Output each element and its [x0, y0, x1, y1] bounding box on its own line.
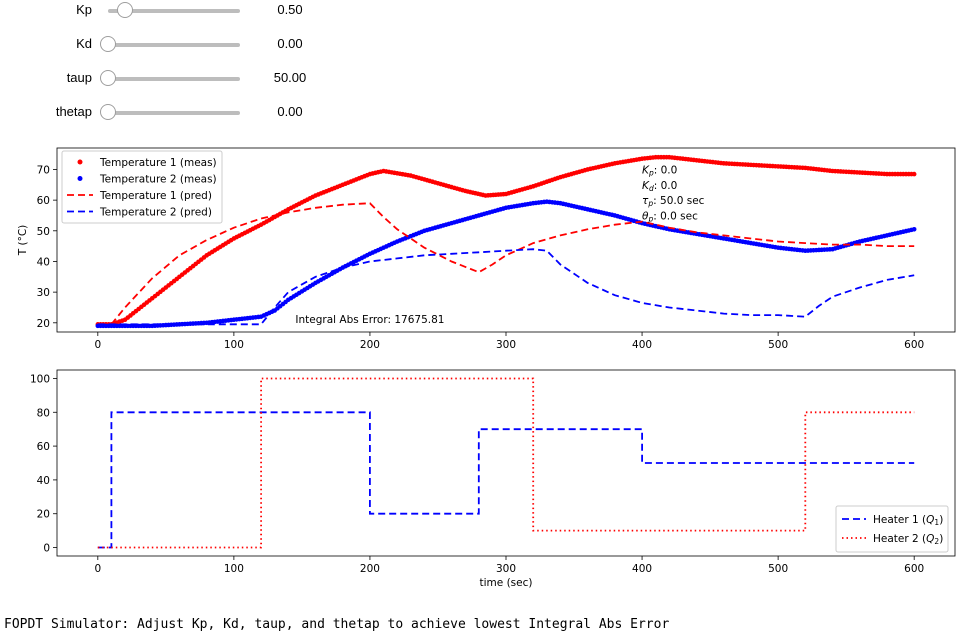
y-tick-label: 80 — [37, 407, 50, 419]
x-tick-label: 600 — [904, 339, 924, 351]
y-axis-label: T (°C) — [17, 225, 29, 257]
x-tick-label: 0 — [94, 563, 101, 575]
slider-label: Kp — [76, 2, 92, 17]
legend-marker — [77, 176, 83, 181]
legend-box — [835, 505, 949, 553]
data-point — [911, 171, 917, 177]
legend-marker — [77, 159, 83, 165]
y-tick-label: 40 — [37, 256, 50, 268]
x-tick-label: 100 — [224, 339, 244, 351]
x-tick-label: 400 — [632, 339, 652, 351]
param-annotation: θp: 0.0 sec — [642, 210, 698, 223]
slider-value: 0.00 — [277, 36, 303, 51]
slider-handle[interactable] — [100, 70, 116, 86]
slider-handle[interactable] — [100, 36, 116, 52]
x-tick-label: 300 — [496, 339, 516, 351]
series-line — [97, 248, 915, 326]
y-tick-label: 100 — [30, 373, 50, 385]
data-point — [911, 226, 917, 232]
param-annotation: Kd: 0.0 — [642, 180, 677, 193]
slider-handle[interactable] — [100, 104, 116, 120]
legend-label: Heater 1 (Q1) — [873, 514, 943, 527]
x-tick-label: 300 — [496, 563, 516, 575]
slider-handle[interactable] — [116, 2, 133, 18]
y-tick-label: 60 — [37, 195, 50, 207]
series-line — [97, 411, 915, 549]
y-tick-label: 70 — [37, 164, 50, 176]
x-tick-label: 400 — [632, 563, 652, 575]
y-tick-label: 40 — [37, 475, 50, 487]
slider-track[interactable] — [108, 43, 240, 47]
slider-value: 0.50 — [277, 2, 303, 17]
slider-kd[interactable]: Kd 0.00 — [0, 34, 340, 56]
x-tick-label: 600 — [904, 563, 924, 575]
y-tick-label: 50 — [37, 226, 50, 238]
slider-value: 0.00 — [277, 104, 303, 119]
legend-label: Heater 2 (Q2) — [873, 533, 943, 546]
x-tick-label: 500 — [768, 563, 788, 575]
legend-label: Temperature 1 (meas) — [99, 157, 217, 169]
x-tick-label: 200 — [360, 339, 380, 351]
y-tick-label: 20 — [37, 318, 50, 330]
y-tick-label: 60 — [37, 441, 50, 453]
series-line — [110, 202, 915, 325]
error-annotation: Integral Abs Error: 17675.81 — [295, 314, 444, 326]
slider-track[interactable] — [108, 9, 240, 13]
chart-panel-2: 0 100 200 300 400 500 600 0 20 40 60 80 100 time (sec… — [30, 369, 956, 589]
slider-label: taup — [66, 70, 92, 85]
plot-frame — [56, 369, 956, 557]
param-annotation: τp: 50.0 sec — [642, 195, 705, 208]
legend-label: Temperature 2 (pred) — [99, 207, 212, 219]
series-line — [97, 377, 915, 549]
y-tick-label: 0 — [43, 543, 50, 555]
x-tick-label: 200 — [360, 563, 380, 575]
x-tick-label: 100 — [224, 563, 244, 575]
x-tick-label: 500 — [768, 339, 788, 351]
param-annotation: Kp: 0.0 — [642, 164, 677, 177]
slider-taup[interactable]: taup 50.00 — [0, 68, 340, 90]
legend-label: Temperature 2 (meas) — [99, 174, 217, 186]
series-dots — [95, 199, 917, 329]
legend-label: Temperature 1 (pred) — [99, 190, 212, 202]
x-axis-label: time (sec) — [480, 577, 533, 589]
x-tick-label: 0 — [94, 339, 101, 351]
slider-track[interactable] — [108, 77, 240, 81]
slider-thetap[interactable]: thetap 0.00 — [0, 102, 340, 124]
slider-label: thetap — [55, 104, 92, 119]
chart-panel-1: 0 100 200 300 400 500 600 20 30 40 50 60 70 T (°C) Tem… — [17, 147, 956, 351]
slider-label: Kd — [76, 36, 92, 51]
footer-caption: FOPDT Simulator: Adjust Kp, Kd, taup, an… — [4, 617, 670, 632]
slider-track[interactable] — [108, 111, 240, 115]
series-dots — [95, 154, 917, 327]
slider-value: 50.00 — [273, 70, 307, 85]
y-tick-label: 20 — [37, 509, 50, 521]
slider-kp[interactable]: Kp 0.50 — [0, 0, 340, 22]
legend-box — [61, 150, 223, 224]
y-tick-label: 30 — [37, 287, 50, 299]
